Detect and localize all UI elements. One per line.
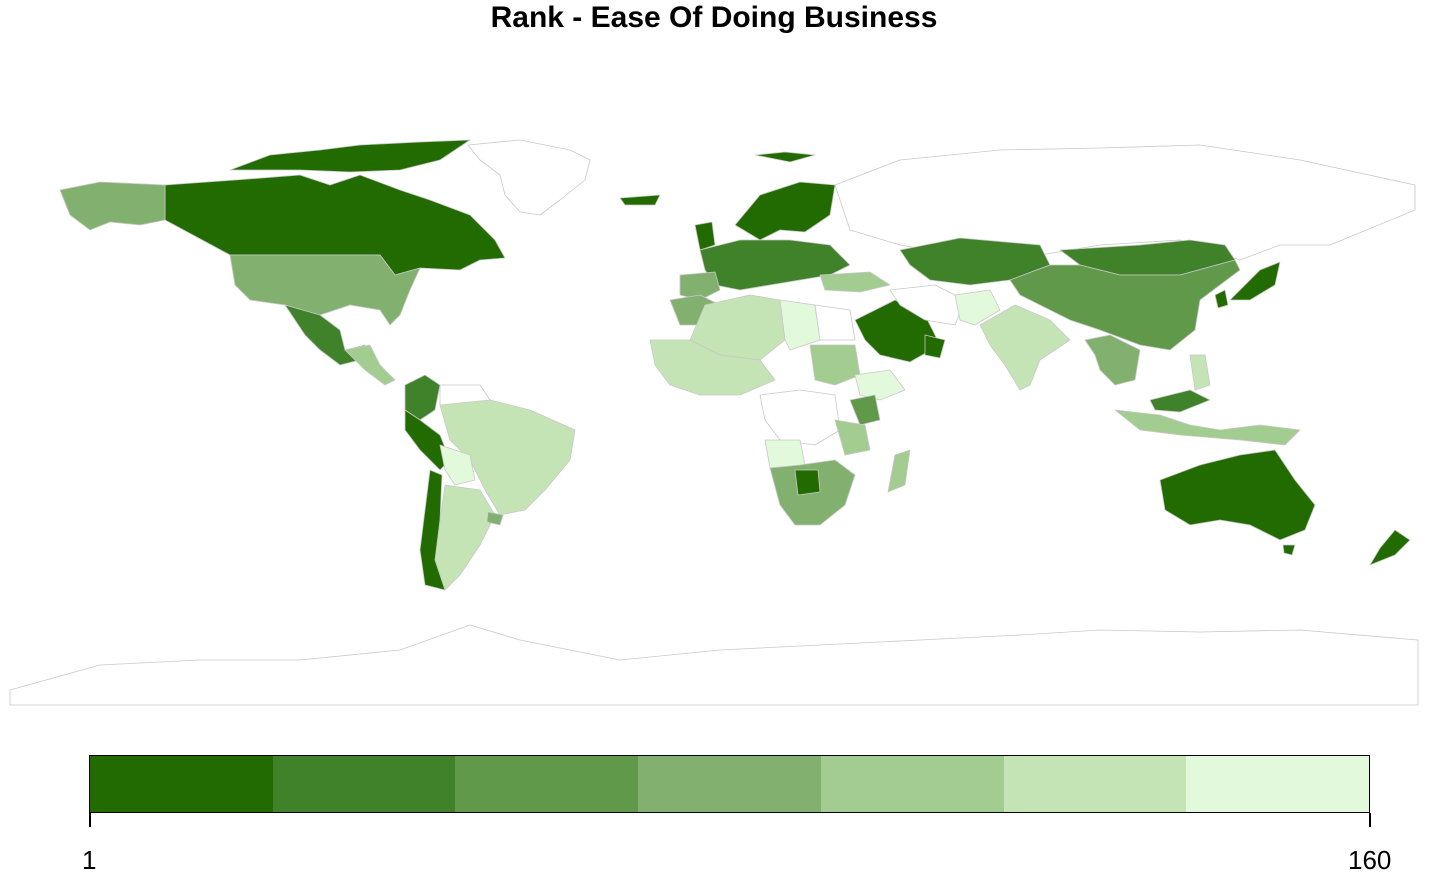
country-iran	[889, 284, 966, 326]
country-oman[interactable]	[924, 334, 946, 359]
country-kenya[interactable]	[849, 394, 881, 426]
country-uruguay[interactable]	[486, 511, 504, 526]
legend-bin-5	[820, 756, 1004, 812]
legend-bin-4	[638, 756, 821, 812]
map-title: Rank - Ease Of Doing Business	[490, 1, 938, 34]
country-australia[interactable]	[1159, 449, 1316, 541]
legend-bin-3	[455, 756, 639, 812]
legend-bin-1	[90, 756, 273, 812]
country-usa[interactable]	[229, 254, 421, 326]
country-bolivia[interactable]	[439, 444, 476, 486]
legend-bin-7	[1186, 756, 1370, 812]
canada-islands	[229, 139, 471, 173]
legend-max-label: 160	[1348, 845, 1392, 875]
legend-bin-2	[272, 756, 456, 812]
country-greenland[interactable]	[467, 139, 591, 216]
country-ethiopia[interactable]	[854, 369, 906, 401]
country-philippines[interactable]	[1189, 354, 1211, 391]
country-india[interactable]	[979, 304, 1071, 391]
world-map	[9, 139, 1419, 706]
country-afghanistan-pakistan[interactable]	[954, 289, 1001, 326]
country-uk[interactable]	[694, 221, 716, 251]
country-alaska[interactable]	[59, 181, 166, 231]
country-angola[interactable]	[764, 439, 806, 469]
legend-bin-6	[1003, 756, 1187, 812]
country-libya[interactable]	[779, 299, 821, 351]
country-japan[interactable]	[1229, 261, 1281, 301]
legend-tick-max	[1369, 813, 1371, 827]
country-central-africa[interactable]	[759, 389, 841, 446]
country-chile[interactable]	[419, 469, 446, 591]
country-egypt	[814, 304, 856, 341]
country-svalbard	[754, 151, 816, 163]
legend-tick-min	[89, 813, 91, 827]
country-new-zealand[interactable]	[1369, 529, 1411, 566]
color-legend	[89, 755, 1370, 813]
country-sudan[interactable]	[809, 344, 861, 386]
country-iceland[interactable]	[619, 194, 661, 206]
country-malaysia[interactable]	[1149, 389, 1211, 413]
country-se-asia[interactable]	[1084, 334, 1141, 386]
country-tanzania[interactable]	[834, 419, 871, 456]
country-iberia[interactable]	[679, 271, 721, 301]
antarctica	[9, 624, 1419, 706]
country-indonesia[interactable]	[1114, 409, 1301, 446]
country-argentina[interactable]	[434, 484, 496, 591]
country-china[interactable]	[1009, 259, 1241, 351]
legend-min-label: 1	[82, 845, 97, 875]
country-scandinavia[interactable]	[734, 181, 836, 241]
country-madagascar[interactable]	[887, 449, 911, 493]
country-central-america[interactable]	[344, 344, 396, 386]
country-tasmania	[1282, 544, 1296, 556]
country-russia	[834, 144, 1416, 261]
country-west-africa[interactable]	[649, 339, 776, 396]
country-botswana[interactable]	[794, 469, 821, 496]
country-korea[interactable]	[1214, 289, 1229, 309]
country-turkey[interactable]	[819, 271, 891, 293]
